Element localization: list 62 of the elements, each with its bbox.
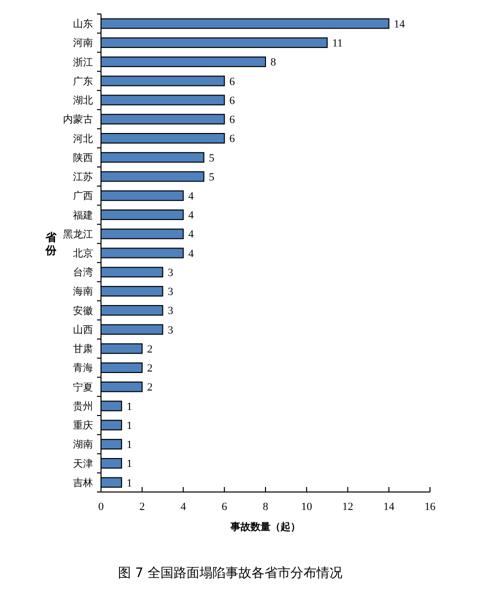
y-tick-label: 甘肃 <box>73 343 93 356</box>
data-label: 4 <box>188 210 194 222</box>
data-label: 4 <box>188 228 194 241</box>
data-label: 5 <box>208 171 215 184</box>
x-tick-label: 4 <box>180 501 186 513</box>
x-tick-label: 16 <box>424 501 436 513</box>
x-tick-label: 10 <box>301 501 313 513</box>
x-tick-label: 12 <box>342 501 354 513</box>
y-tick-label: 河南 <box>73 37 93 50</box>
data-label: 14 <box>394 18 406 30</box>
data-label: 6 <box>229 76 236 88</box>
x-axis-title: 事故数量（起） <box>230 521 300 533</box>
data-label: 2 <box>147 382 153 394</box>
data-label: 3 <box>168 305 174 318</box>
y-tick-label: 宁夏 <box>73 381 93 394</box>
data-label: 8 <box>270 56 276 69</box>
data-label: 6 <box>229 94 236 107</box>
data-label: 3 <box>168 286 174 298</box>
data-label: 1 <box>126 439 132 452</box>
y-tick-label: 福建 <box>73 209 93 222</box>
x-tick-label: 14 <box>383 501 395 513</box>
text: 图 7 全国路面塌陷事故各省市分布情况 <box>118 566 343 581</box>
data-label: 4 <box>188 248 194 260</box>
y-tick-label: 广西 <box>73 190 93 202</box>
data-label: 5 <box>208 152 215 164</box>
data-label: 6 <box>229 133 236 146</box>
data-label: 2 <box>147 343 153 356</box>
y-tick-label: 吉林 <box>73 476 93 489</box>
data-label: 6 <box>229 114 236 126</box>
data-label: 11 <box>332 38 343 50</box>
y-tick-label: 江苏 <box>73 171 93 184</box>
y-tick-label: 北京 <box>73 248 93 260</box>
y-tick-label: 湖南 <box>73 438 93 451</box>
data-label: 1 <box>126 458 132 470</box>
y-tick-label: 广东 <box>73 75 93 88</box>
y-tick-label: 重庆 <box>73 420 93 432</box>
y-tick-label: 台湾 <box>73 266 93 279</box>
y-tick-label: 陕西 <box>73 152 93 164</box>
y-axis-title: 省份 <box>44 231 58 257</box>
y-tick-label: 天津 <box>73 458 93 470</box>
y-tick-label: 内蒙古 <box>63 114 93 126</box>
data-label: 4 <box>188 190 194 202</box>
data-label: 3 <box>168 266 174 279</box>
y-tick-label: 黑龙江 <box>63 228 93 240</box>
y-tick-label: 山东 <box>73 18 93 30</box>
x-tick-label: 2 <box>139 501 145 513</box>
data-label: 1 <box>126 400 132 413</box>
x-tick-label: 8 <box>262 501 269 513</box>
x-tick-label: 0 <box>98 501 104 513</box>
data-label: 1 <box>126 477 132 490</box>
y-tick-label: 青海 <box>73 362 93 374</box>
y-tick-label: 海南 <box>73 286 93 298</box>
y-tick-label: 河北 <box>73 132 93 145</box>
data-label: 2 <box>147 362 153 375</box>
y-tick-label: 山西 <box>73 324 93 336</box>
data-label: 1 <box>126 420 132 432</box>
x-tick-label: 6 <box>222 501 228 513</box>
y-tick-label: 浙江 <box>73 56 93 68</box>
data-label: 3 <box>168 324 174 336</box>
y-tick-label: 湖北 <box>73 94 93 107</box>
y-tick-label: 安徽 <box>73 304 93 317</box>
y-tick-label: 贵州 <box>73 400 93 412</box>
